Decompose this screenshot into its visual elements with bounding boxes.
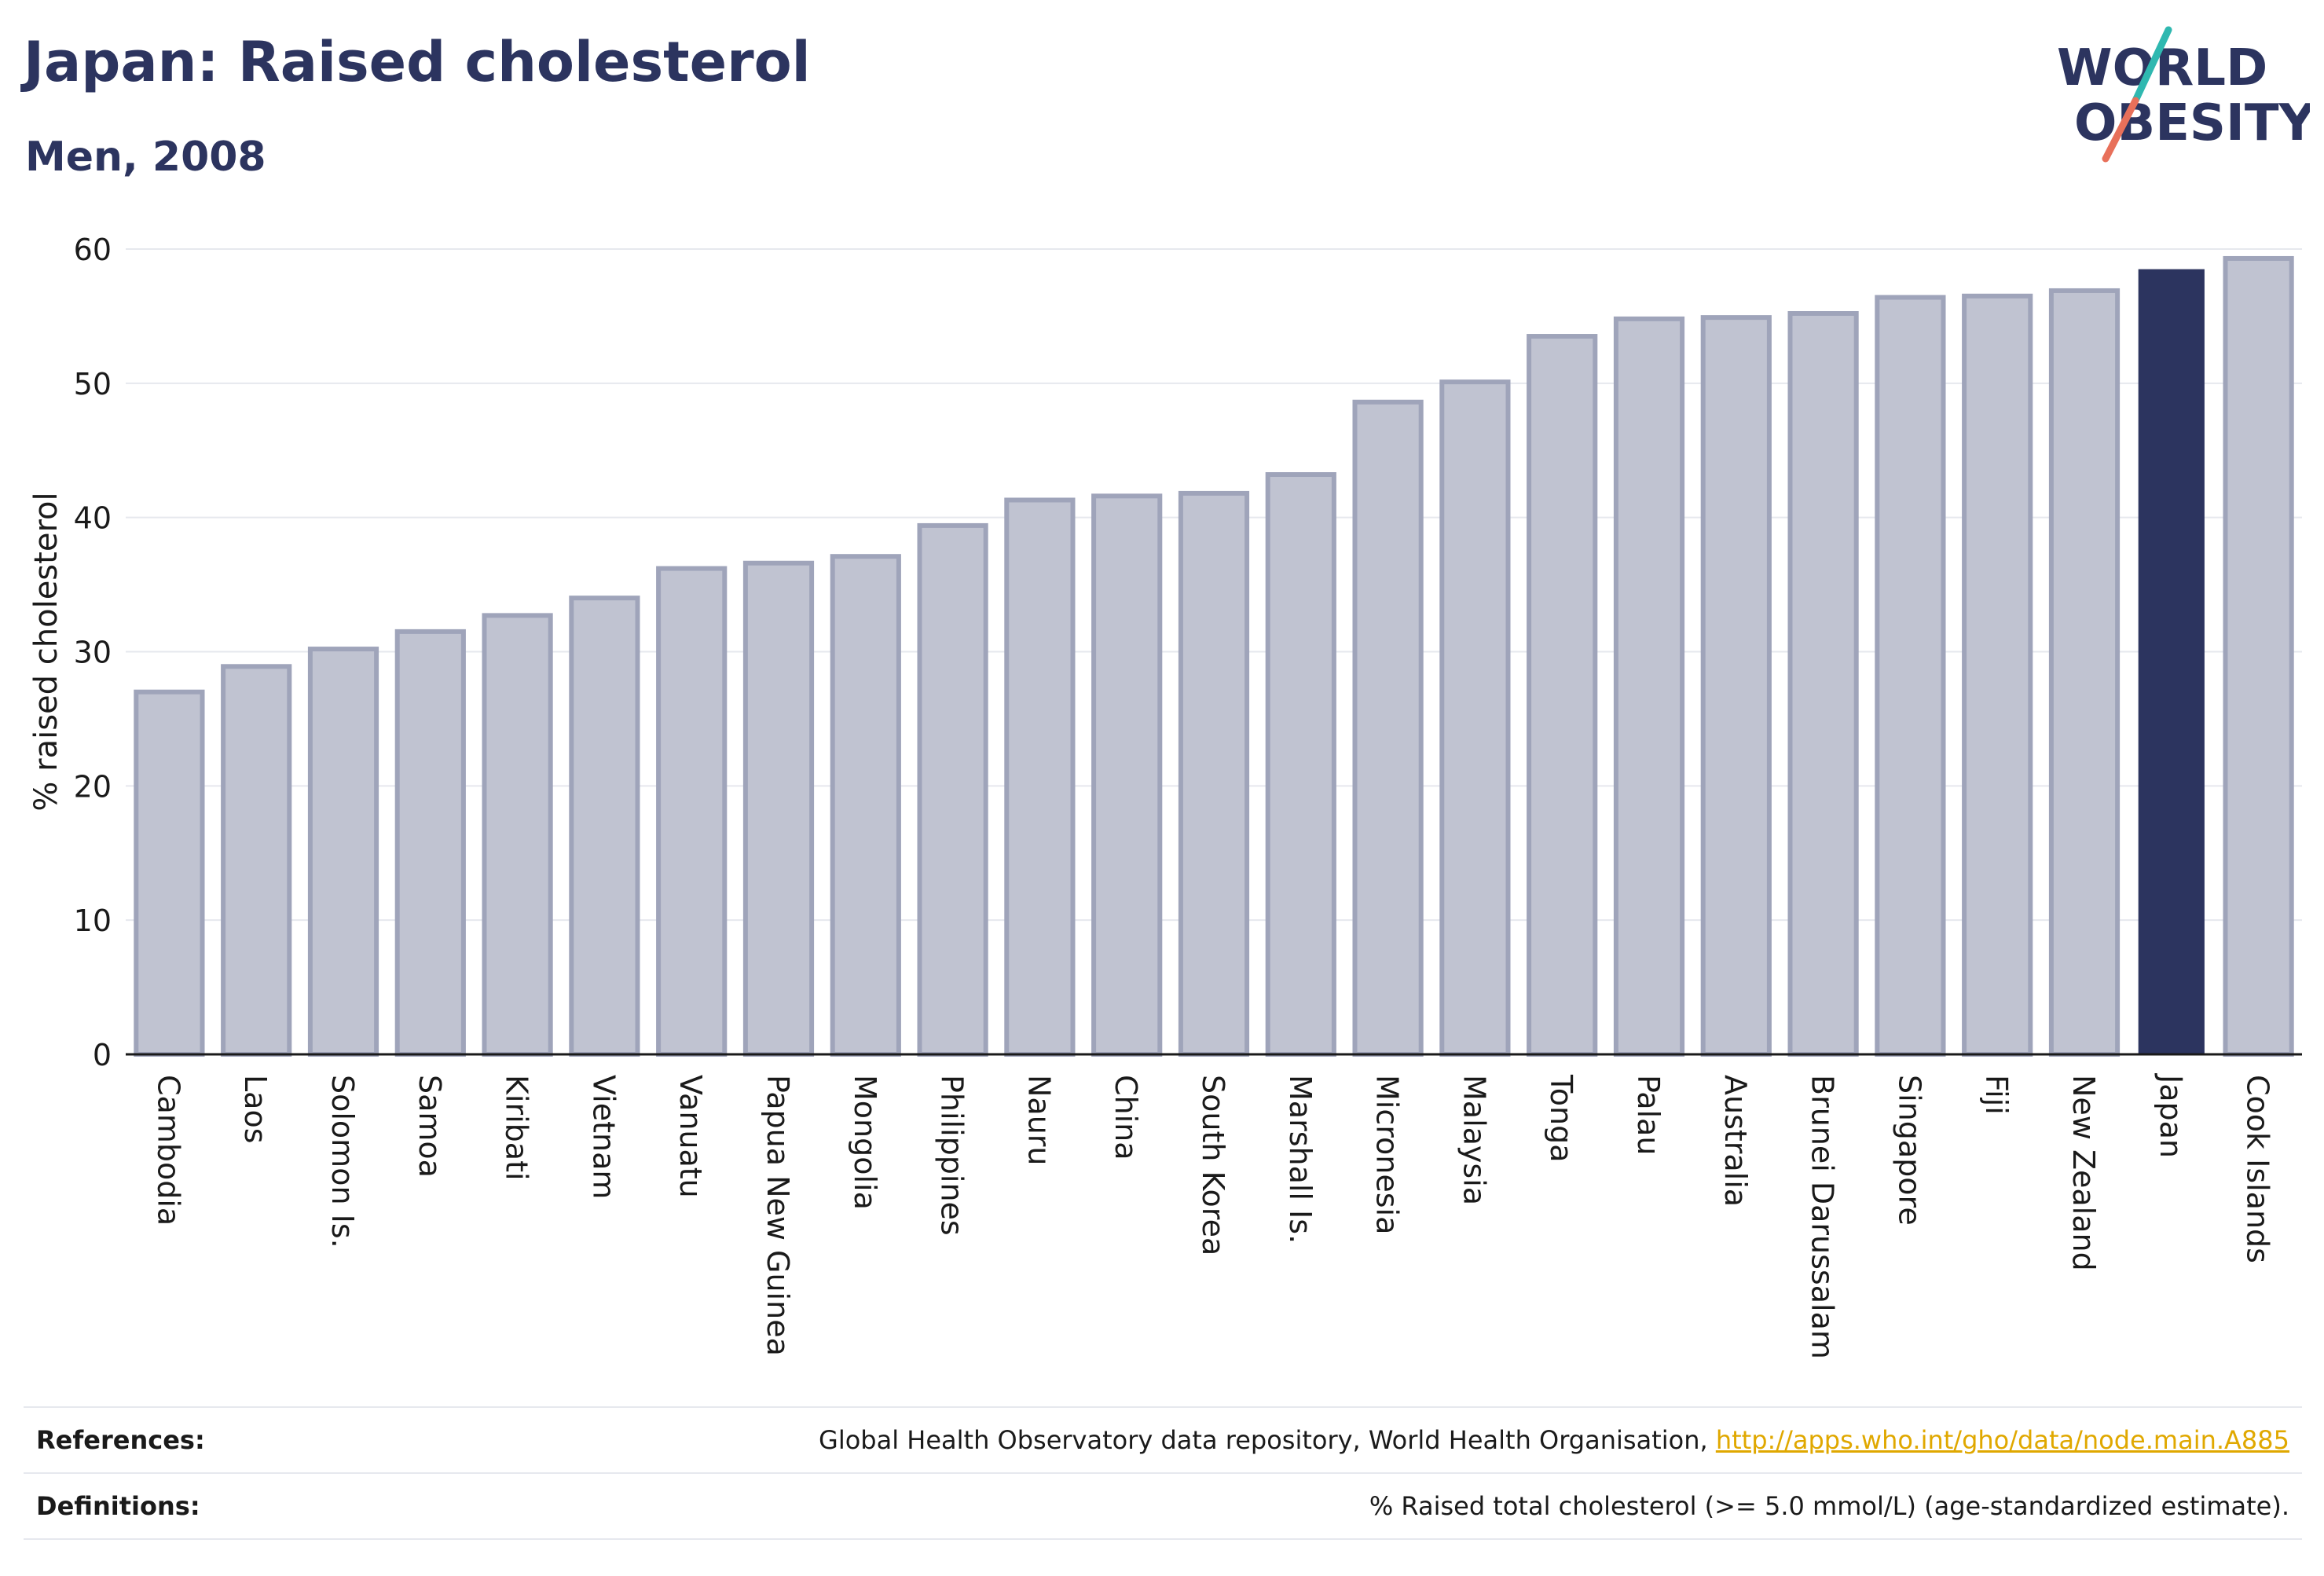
bar — [1439, 379, 1511, 1057]
x-tick-label: Vanuatu — [673, 1075, 708, 1198]
references-source: Global Health Observatory data repositor… — [819, 1425, 1716, 1455]
x-tick-label: Laos — [238, 1075, 273, 1144]
chart-title: Japan: Raised cholesterol — [24, 30, 811, 94]
x-tick-label: Australia — [1718, 1075, 1753, 1207]
bar — [482, 613, 553, 1057]
logo-slash-top — [2132, 26, 2172, 104]
x-tick-label: Palau — [1631, 1075, 1666, 1155]
x-tick-label: Philippines — [935, 1075, 970, 1236]
logo-slash-bottom — [2102, 97, 2139, 163]
bar — [1962, 293, 2033, 1057]
references-label: References: — [36, 1425, 205, 1455]
y-tick-label: 0 — [93, 1038, 112, 1072]
bar — [1178, 490, 1250, 1057]
x-tick-label: Micronesia — [1370, 1075, 1405, 1234]
footer-references: References: Global Health Observatory da… — [24, 1406, 2302, 1540]
y-tick-label: 40 — [74, 501, 112, 536]
definitions-text: % Raised total cholesterol (>= 5.0 mmol/… — [1369, 1491, 2289, 1521]
bar — [1613, 316, 1685, 1057]
x-tick-label: Tonga — [1544, 1074, 1578, 1163]
bar — [656, 566, 728, 1057]
y-tick-label: 10 — [74, 903, 112, 938]
y-tick-label: 20 — [74, 769, 112, 804]
x-tick-label: Brunei Darussalam — [1805, 1075, 1840, 1359]
y-tick-label: 60 — [74, 233, 112, 267]
x-tick-label: Vietnam — [586, 1075, 621, 1199]
bar — [1091, 493, 1163, 1057]
bar — [1527, 334, 1598, 1057]
bar — [742, 560, 815, 1057]
x-tick-label: New Zealand — [2066, 1075, 2101, 1271]
x-tick-label: Papua New Guinea — [761, 1075, 795, 1356]
x-tick-label: Solomon Is. — [325, 1075, 360, 1248]
x-tick-label: Mongolia — [848, 1075, 882, 1210]
x-tick-label: Nauru — [1021, 1075, 1056, 1166]
references-row: References: Global Health Observatory da… — [24, 1406, 2302, 1472]
bar — [917, 522, 988, 1057]
bar — [394, 629, 466, 1057]
bar-highlighted — [2138, 269, 2205, 1054]
bar — [221, 664, 292, 1057]
bar — [1352, 399, 1424, 1057]
bar — [1700, 315, 1772, 1057]
bars — [134, 255, 2294, 1057]
bar — [830, 554, 901, 1057]
references-text: Global Health Observatory data repositor… — [819, 1425, 2302, 1455]
bar — [134, 689, 205, 1057]
x-tick-label: Singapore — [1892, 1075, 1926, 1226]
x-tick-label: Cambodia — [151, 1075, 185, 1226]
y-axis-label: % raised cholesterol — [28, 492, 64, 811]
world-obesity-logo: WORLD OBESITY — [2057, 26, 2310, 163]
bar — [1004, 497, 1076, 1057]
bar — [307, 647, 379, 1057]
bar — [2048, 288, 2121, 1057]
bar — [1787, 311, 1859, 1057]
y-tick-label: 30 — [74, 636, 112, 670]
bar — [1875, 295, 1946, 1057]
definitions-row: Definitions: % Raised total cholesterol … — [24, 1472, 2302, 1540]
bar — [569, 596, 640, 1057]
x-tick-label: Samoa — [412, 1075, 447, 1178]
x-tick-label: Marshall Is. — [1283, 1075, 1318, 1244]
x-tick-label: Cook Islands — [2241, 1075, 2275, 1263]
x-tick-label: Fiji — [1979, 1075, 2014, 1115]
x-tick-label: China — [1109, 1075, 1143, 1160]
x-tick-label: Malaysia — [1457, 1075, 1491, 1205]
bar-chart: 0 10 20 30 40 50 60 Cambodia Laos Solomon Is. Samo… — [28, 233, 2302, 1359]
bar — [1265, 472, 1336, 1057]
axes: 0 10 20 30 40 50 60 Cambodia Laos Solomon Is. Samo… — [74, 233, 2302, 1359]
y-tick-label: 50 — [74, 367, 112, 401]
x-tick-label: South Korea — [1196, 1075, 1230, 1255]
x-tick-label: Kiribati — [500, 1075, 534, 1181]
chart-subtitle: Men, 2008 — [25, 134, 266, 181]
bar — [2223, 255, 2294, 1057]
x-tick-label: Japan — [2154, 1073, 2188, 1158]
definitions-label: Definitions: — [36, 1491, 200, 1521]
references-link[interactable]: http://apps.who.int/gho/data/node.main.A… — [1715, 1425, 2289, 1455]
